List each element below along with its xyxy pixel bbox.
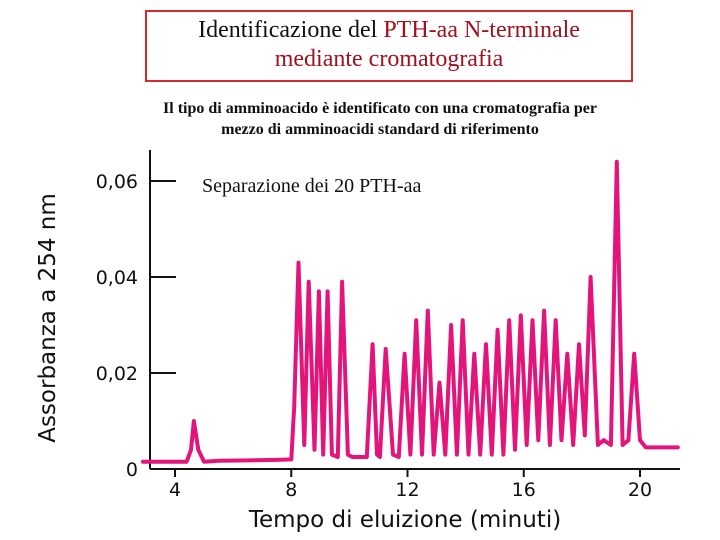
chromatogram-trace — [141, 159, 680, 464]
y-axis-label: Assorbanza a 254 nm — [35, 193, 61, 443]
x-tick-label: 20 — [628, 479, 652, 501]
title-box: Identificazione del PTH-aa N-terminale m… — [145, 10, 633, 82]
y-tick-label: 0,04 — [96, 267, 138, 289]
chart-axes — [149, 150, 680, 470]
x-tick-label: 12 — [395, 479, 419, 501]
title-line-1: Identificazione del PTH-aa N-terminale — [147, 16, 631, 45]
chart-annotation: Separazione dei 20 PTH-aa — [202, 175, 421, 197]
y-tick-label: 0 — [126, 459, 138, 481]
subtitle-line-2: mezzo di amminoacidi standard di riferim… — [221, 121, 539, 138]
x-tick-label: 4 — [169, 479, 181, 501]
x-tick-label: 16 — [512, 479, 536, 501]
subtitle-line-1: Il tipo di amminoacido è identificato co… — [163, 100, 597, 117]
x-axis-label: Tempo di eluizione (minuti) — [248, 507, 561, 533]
title-line-2: mediante cromatografia — [274, 46, 504, 72]
y-tick-label: 0,06 — [96, 171, 138, 193]
subtitle: Il tipo di amminoacido è identificato co… — [0, 98, 720, 140]
y-tick-label: 0,02 — [96, 363, 138, 385]
title-part-2: PTH-aa N-terminale — [383, 17, 580, 43]
title-part-1: Identificazione del — [198, 17, 384, 43]
chart-ticks: 4 8 12 16 20 0 0,02 0,04 0,06 — [96, 171, 652, 501]
x-tick-label: 8 — [285, 479, 297, 501]
